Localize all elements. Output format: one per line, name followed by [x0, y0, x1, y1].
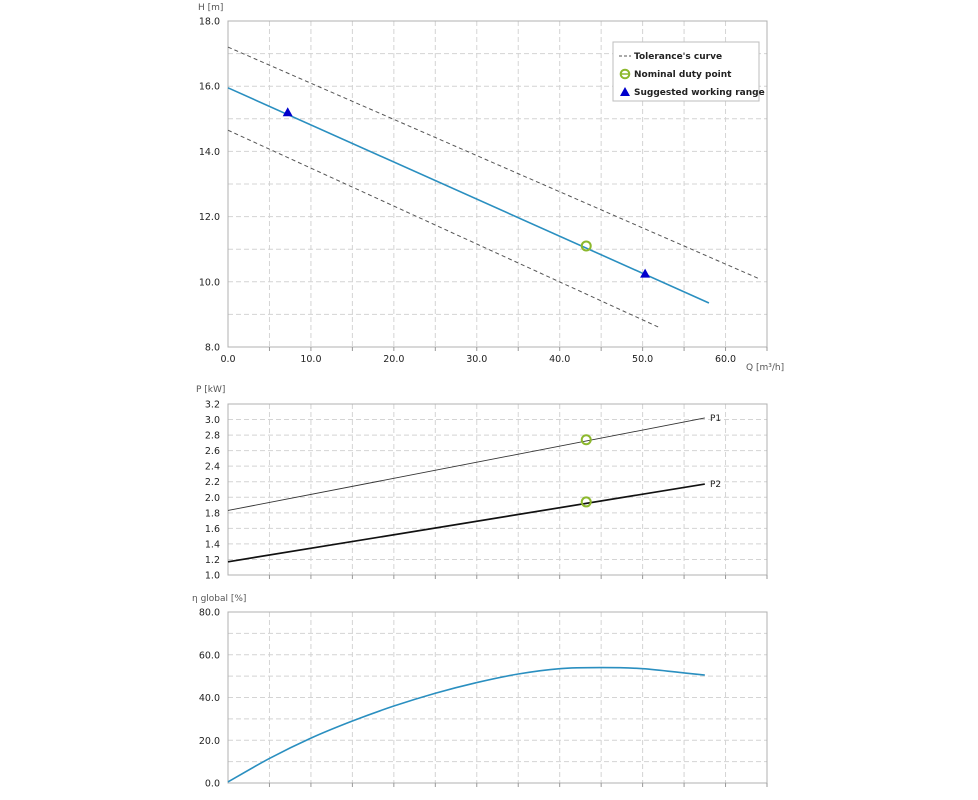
efficiency-curve-line — [227, 666, 705, 783]
x-tick-label: 30.0 — [466, 354, 487, 365]
x-tick-label: 0.0 — [220, 354, 235, 365]
legend-duty-label: Nominal duty point — [634, 70, 732, 80]
grid — [227, 403, 768, 579]
efficiency-y-axis-label: η global [%] — [192, 594, 246, 604]
p2-line — [227, 483, 705, 563]
y-tick-label: 18.0 — [199, 17, 220, 28]
head-chart: H [m] Q [m³/h] Tolerance's curve Nominal… — [198, 3, 784, 373]
plot-frame — [227, 20, 768, 348]
x-tick-label: 20.0 — [383, 354, 404, 365]
y-tick-label: 12.0 — [199, 212, 220, 223]
working-range-marker — [282, 107, 293, 117]
head-y-axis-label: H [m] — [198, 3, 223, 13]
legend-tolerance-label: Tolerance's curve — [634, 52, 722, 62]
nominal-duty-point — [580, 496, 592, 508]
y-tick-label: 1.2 — [205, 555, 220, 566]
working-range-marker — [640, 268, 651, 278]
y-tick-label: 10.0 — [199, 277, 220, 288]
power-chart: P [kW] P1 P2 1.0 1.2 1.4 1.6 1.8 2.0 2.2 2.4 2.6… — [196, 385, 768, 582]
y-tick-label: 8.0 — [205, 343, 220, 354]
head-legend: Tolerance's curve Nominal duty point Sug… — [612, 41, 765, 102]
x-tick-label: 50.0 — [632, 354, 653, 365]
y-tick-label: 1.4 — [205, 539, 220, 550]
legend-range-swatch — [620, 87, 630, 96]
y-tick-label: 2.2 — [205, 477, 220, 488]
y-tick-label: 1.8 — [205, 508, 220, 519]
y-tick-label: 3.0 — [205, 415, 220, 426]
y-tick-label: 1.0 — [205, 571, 220, 582]
x-tick-label: 60.0 — [715, 354, 736, 365]
p1-series-label: P1 — [710, 414, 721, 424]
legend-box — [612, 41, 760, 102]
tolerance-curve-line — [227, 46, 759, 279]
y-tick-label: 2.0 — [205, 493, 220, 504]
legend-duty-swatch — [619, 68, 631, 80]
y-tick-label: 20.0 — [199, 736, 220, 747]
grid — [227, 611, 768, 787]
x-tick-label: 10.0 — [300, 354, 321, 365]
y-tick-label: 3.2 — [205, 400, 220, 411]
y-tick-label: 2.4 — [205, 462, 220, 473]
y-tick-label: 0.0 — [205, 779, 220, 790]
legend-range-label: Suggested working range — [634, 88, 765, 98]
y-tick-label: 14.0 — [199, 147, 220, 158]
efficiency-chart: η global [%] 0.0 20.0 40.0 60.0 80.0 — [192, 594, 768, 790]
head-curve-line — [227, 87, 710, 304]
nominal-duty-point — [580, 240, 592, 252]
power-y-axis-label: P [kW] — [196, 385, 225, 395]
y-tick-label: 60.0 — [199, 650, 220, 661]
p1-line — [227, 417, 705, 511]
head-x-axis-label: Q [m³/h] — [746, 363, 784, 373]
tolerance-curve-line — [227, 129, 660, 328]
y-tick-label: 40.0 — [199, 693, 220, 704]
y-tick-label: 2.8 — [205, 431, 220, 442]
p2-series-label: P2 — [710, 480, 721, 490]
x-tick-label: 40.0 — [549, 354, 570, 365]
y-tick-label: 16.0 — [199, 82, 220, 93]
y-tick-label: 80.0 — [199, 608, 220, 619]
plot-frame — [227, 611, 768, 784]
plot-frame — [227, 403, 768, 576]
nominal-duty-point — [580, 434, 592, 446]
y-tick-label: 1.6 — [205, 524, 220, 535]
y-tick-label: 2.6 — [205, 446, 220, 457]
